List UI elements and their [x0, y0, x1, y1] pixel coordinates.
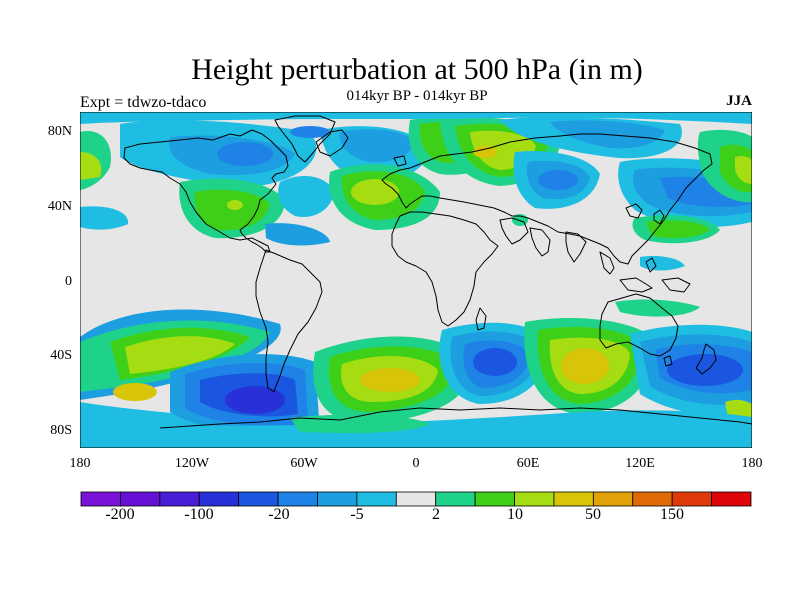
colorbar-swatch	[474, 491, 515, 507]
lon-tick-label: 180	[69, 456, 91, 471]
map-plot-area	[80, 112, 752, 448]
colorbar-tick-label: -200	[105, 506, 135, 523]
colorbar-swatch	[238, 491, 279, 507]
colorbar-swatch	[120, 491, 161, 507]
lat-tick-label: 0	[65, 274, 72, 289]
colorbar-swatch	[553, 491, 594, 507]
coastlines	[123, 115, 752, 429]
colorbar-swatch	[632, 491, 673, 507]
colorbar-swatch	[317, 491, 358, 507]
colorbar-swatch	[277, 491, 318, 507]
colorbar-swatch	[671, 491, 712, 507]
lat-tick-label: 80S	[50, 423, 72, 438]
experiment-label: Expt = tdwzo-tdaco	[80, 94, 207, 111]
lon-tick-label: 60W	[290, 456, 318, 471]
colorbar-swatch	[159, 491, 200, 507]
colorbar-tick-label: -20	[268, 506, 290, 523]
field-map	[80, 112, 752, 448]
field-band-north	[80, 112, 752, 317]
lat-tick-label: 40S	[50, 348, 72, 363]
colorbar-swatch	[711, 491, 752, 507]
colorbar	[80, 491, 752, 507]
lon-tick-label: 120E	[625, 456, 655, 471]
colorbar-swatch	[592, 491, 634, 507]
lon-tick-label: 120W	[174, 456, 210, 471]
colorbar-tick-label: 150	[660, 506, 684, 523]
colorbar-swatch	[435, 491, 476, 507]
season-label: JJA	[726, 93, 752, 109]
colorbar-tick-label: 2	[432, 506, 440, 523]
lon-tick-label: 0	[412, 456, 420, 471]
colorbar-tick-label: -5	[350, 506, 364, 523]
colorbar-tick-label: -100	[184, 506, 214, 523]
lat-tick-label: 80N	[47, 124, 72, 139]
map-title: Height perturbation at 500 hPa (in m)	[191, 53, 643, 86]
colorbar-swatch	[80, 491, 121, 507]
colorbar-tick-label: 50	[585, 506, 601, 523]
lon-tick-label: 60E	[516, 456, 540, 471]
map-subtitle: 014kyr BP - 014kyr BP	[346, 88, 488, 104]
colorbar-swatch	[395, 491, 437, 507]
lon-tick-label: 180	[741, 456, 763, 471]
colorbar-swatch	[198, 491, 240, 507]
colorbar-swatch	[356, 491, 397, 507]
colorbar-tick-label: 10	[507, 506, 523, 523]
colorbar-swatch	[514, 491, 555, 507]
field-band-south	[80, 309, 752, 448]
lat-tick-label: 40N	[47, 199, 72, 214]
